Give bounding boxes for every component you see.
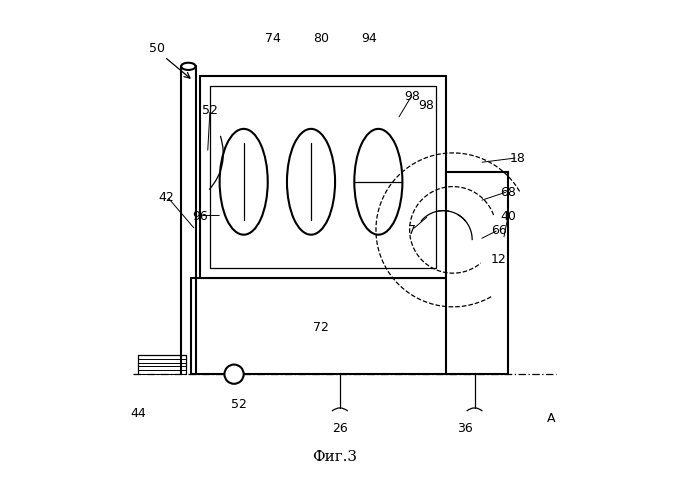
Text: Фиг.3: Фиг.3 [312,449,358,463]
Text: 7: 7 [408,224,416,237]
Ellipse shape [287,130,335,235]
Bar [201,77,446,278]
Text: 26: 26 [332,420,348,434]
Text: 52: 52 [202,104,218,117]
Ellipse shape [219,130,268,235]
Ellipse shape [181,63,196,71]
Circle shape [224,365,244,384]
Text: 50: 50 [149,41,165,55]
Text: 36: 36 [457,420,473,434]
Text: A: A [547,411,556,424]
Text: 80: 80 [312,32,329,45]
Text: 52: 52 [231,396,247,410]
Text: 72: 72 [312,320,329,333]
Text: 66: 66 [491,224,507,237]
Text: 98: 98 [419,99,434,112]
Text: 94: 94 [361,32,377,45]
Bar [446,173,508,374]
Text: 98: 98 [404,89,420,103]
Text: 40: 40 [500,209,516,223]
Text: 74: 74 [265,32,280,45]
Text: 18: 18 [510,152,526,165]
Text: 68: 68 [500,185,516,199]
Text: 44: 44 [130,406,145,420]
Text: 96: 96 [192,209,208,223]
Ellipse shape [354,130,403,235]
Text: 42: 42 [159,190,175,204]
Bar [210,86,436,269]
Bar [191,278,455,374]
Text: 12: 12 [491,252,507,266]
